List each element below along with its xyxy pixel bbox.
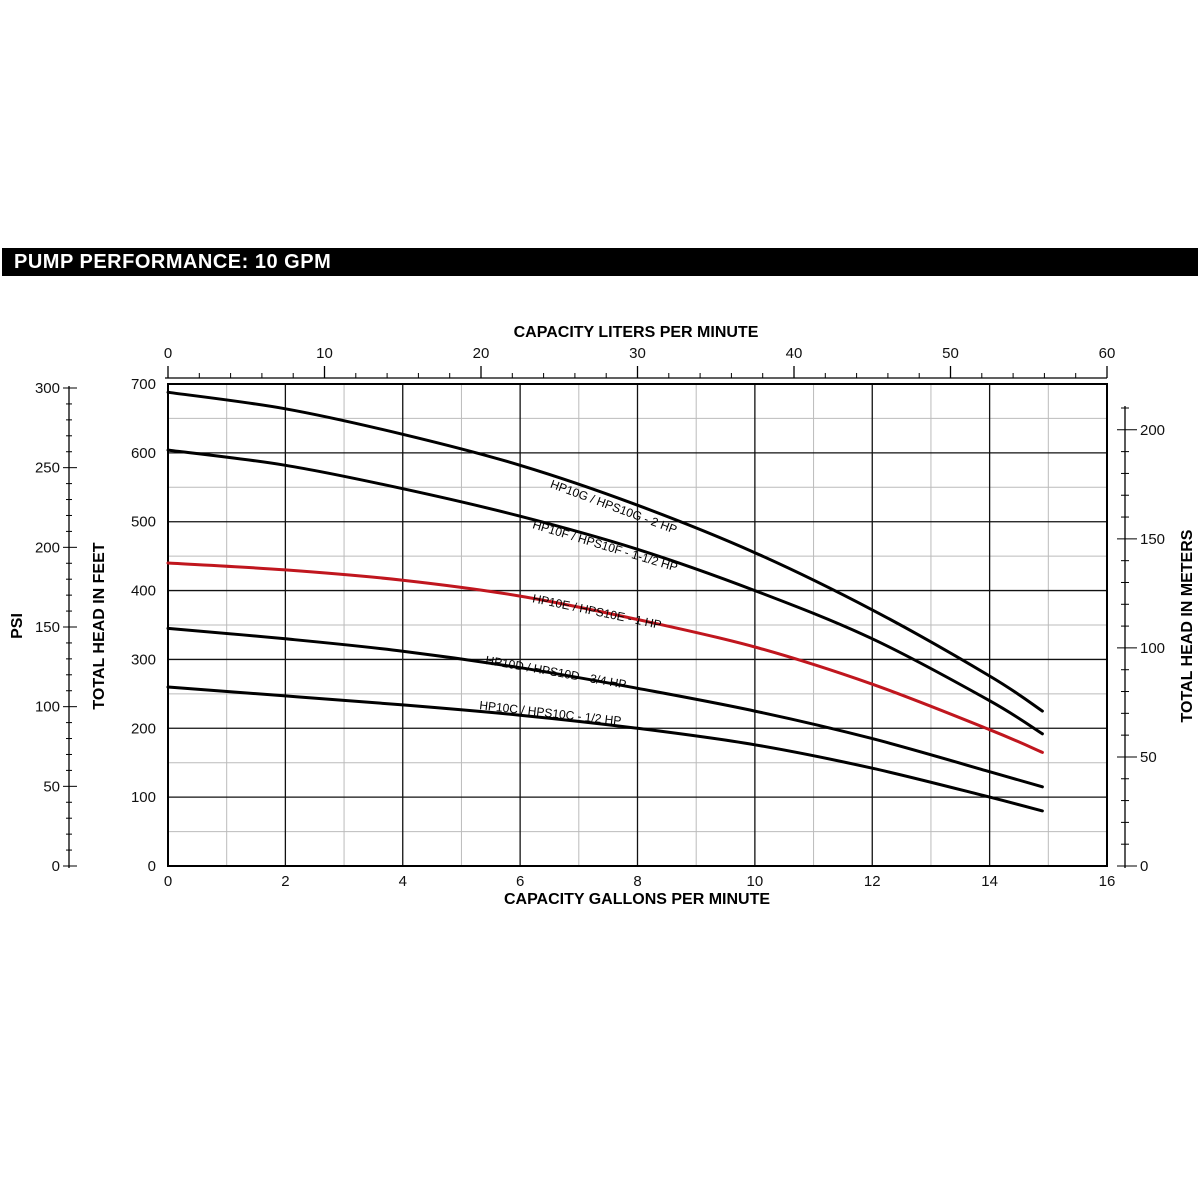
curve-line (166, 685, 1044, 813)
x-tick-label: 0 (164, 873, 172, 890)
y3-tick-label: 300 (35, 380, 60, 397)
y-tick-label: 200 (131, 720, 156, 737)
x-tick-label: 12 (864, 873, 881, 890)
y-axis-title: TOTAL HEAD IN FEET (91, 542, 108, 709)
y2-axis-title: TOTAL HEAD IN METERS (1179, 529, 1196, 722)
y3-tick-label: 250 (35, 460, 60, 477)
curve-label: HP10E / HPS10E - 1 HP (531, 591, 662, 632)
x2-tick-label: 40 (786, 345, 803, 362)
x-tick-label: 16 (1099, 873, 1116, 890)
curve-line (166, 626, 1044, 789)
curve-line (166, 561, 1044, 754)
y3-tick-label: 200 (35, 539, 60, 556)
x2-tick-label: 0 (164, 345, 172, 362)
y3-axis-title: PSI (9, 613, 26, 639)
x2-tick-label: 50 (942, 345, 959, 362)
y2-tick-label: 150 (1140, 531, 1165, 548)
x-tick-label: 6 (516, 873, 524, 890)
plot-frame (167, 383, 1108, 867)
y3-tick-label: 150 (35, 619, 60, 636)
y3-tick-label: 50 (43, 778, 60, 795)
curve-line (166, 390, 1044, 713)
header-banner: PUMP PERFORMANCE: 10 GPM (2, 248, 1198, 276)
y2-tick-label: 100 (1140, 640, 1165, 657)
y-tick-label: 400 (131, 583, 156, 600)
y-tick-label: 300 (131, 651, 156, 668)
x2-tick-label: 20 (473, 345, 490, 362)
page-title: PUMP PERFORMANCE: 10 GPM (14, 251, 332, 273)
x-tick-label: 4 (399, 873, 407, 890)
x-tick-label: 2 (281, 873, 289, 890)
y-tick-label: 0 (148, 858, 156, 875)
x-axis-title: CAPACITY GALLONS PER MINUTE (504, 891, 770, 908)
curve-line (166, 448, 1044, 736)
y3-tick-label: 100 (35, 699, 60, 716)
curve-label: HP10D / HPS10D - 3/4 HP (484, 653, 627, 692)
x2-tick-label: 10 (316, 345, 333, 362)
y-tick-label: 500 (131, 514, 156, 531)
y2-tick-label: 0 (1140, 858, 1148, 875)
x-tick-label: 14 (981, 873, 998, 890)
y2-tick-label: 50 (1140, 749, 1157, 766)
y-tick-label: 100 (131, 789, 156, 806)
x2-axis-title: CAPACITY LITERS PER MINUTE (514, 324, 759, 341)
y2-tick-label: 200 (1140, 422, 1165, 439)
x-tick-label: 10 (747, 873, 764, 890)
performance-curves (166, 390, 1044, 813)
x2-tick-label: 60 (1099, 345, 1116, 362)
x2-tick-label: 30 (629, 345, 646, 362)
y3-tick-label: 0 (52, 858, 60, 875)
x-tick-label: 8 (633, 873, 641, 890)
y-tick-label: 600 (131, 445, 156, 462)
y-tick-label: 700 (131, 376, 156, 393)
curve-label: HP10C / HPS10C - 1/2 HP (479, 698, 622, 728)
